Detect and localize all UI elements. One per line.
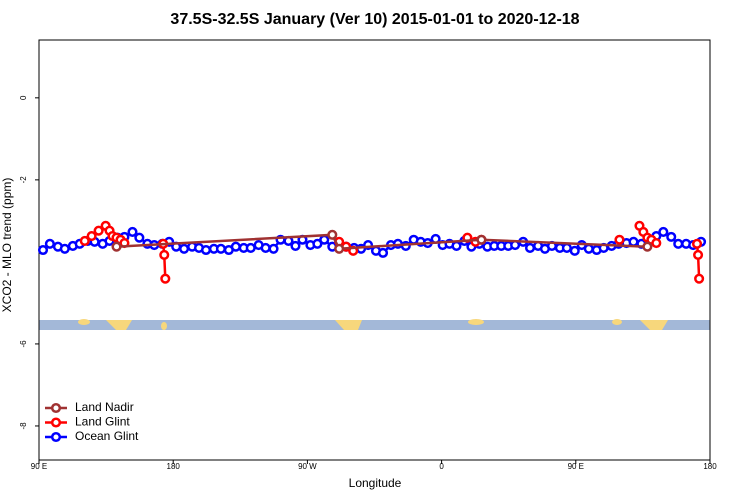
point — [628, 236, 639, 247]
point — [614, 234, 625, 245]
series-line — [84, 224, 701, 279]
point — [159, 249, 170, 260]
point — [290, 240, 301, 251]
point — [451, 240, 462, 251]
point — [160, 273, 171, 284]
point — [694, 273, 705, 284]
point — [524, 242, 536, 253]
legend-label: Ocean Glint — [75, 429, 139, 443]
point — [666, 231, 677, 242]
point — [673, 238, 684, 249]
point — [179, 243, 190, 254]
point — [476, 234, 487, 245]
point — [268, 243, 279, 254]
point — [658, 226, 669, 238]
y-tick-label: -8 — [19, 422, 28, 430]
point — [334, 243, 345, 254]
point — [260, 242, 271, 253]
x-tick-label: 90 E — [568, 462, 584, 471]
point — [377, 247, 389, 258]
x-tick-label: 90 E — [31, 462, 47, 471]
x-tick-label: 180 — [703, 462, 717, 471]
point — [651, 237, 662, 249]
y-axis-label: XCO2 - MLO trend (ppm) — [0, 178, 14, 313]
x-tick-label: 90 W — [298, 462, 317, 471]
point — [245, 242, 256, 253]
x-tick-label: 180 — [167, 462, 181, 471]
x-tick-label: 0 — [439, 462, 444, 471]
point — [583, 243, 594, 254]
legend-label: Land Glint — [75, 415, 130, 429]
y-tick-label: 0 — [19, 95, 28, 100]
point — [230, 241, 241, 252]
point — [642, 241, 653, 252]
point — [127, 226, 138, 238]
point — [93, 225, 104, 236]
point — [59, 243, 70, 254]
point — [86, 231, 97, 242]
point — [79, 235, 90, 247]
map-strip — [39, 319, 710, 330]
point — [319, 234, 330, 245]
x-axis-label: Longitude — [349, 476, 402, 490]
legend-marker — [50, 417, 62, 428]
point — [44, 238, 55, 249]
point — [111, 241, 122, 252]
chart-title: 37.5S-32.5S January (Ver 10) 2015-01-01 … — [170, 11, 579, 28]
point — [134, 232, 145, 243]
point — [693, 249, 704, 260]
point — [691, 238, 703, 249]
point — [561, 242, 572, 253]
point — [569, 245, 580, 256]
y-tick-label: -2 — [19, 176, 28, 184]
legend-marker — [50, 402, 62, 414]
y-tick-label: -6 — [19, 340, 28, 348]
legend-marker — [50, 431, 62, 443]
point — [312, 238, 323, 249]
legend-label: Land Nadir — [75, 400, 134, 414]
point — [200, 244, 212, 256]
point — [37, 244, 49, 256]
point — [327, 229, 338, 240]
point — [215, 243, 226, 254]
